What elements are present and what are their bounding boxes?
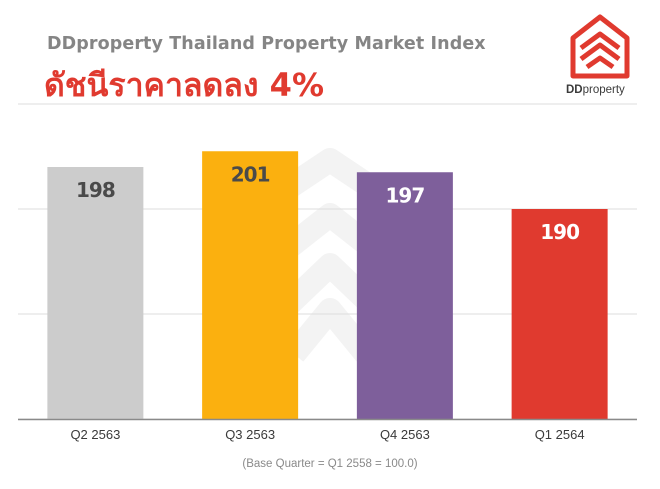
ddproperty-logo: DDproperty bbox=[566, 14, 630, 98]
bar-value-label: 197 bbox=[386, 183, 425, 207]
x-tick-label: Q2 2563 bbox=[70, 427, 120, 442]
bar-q4-2563 bbox=[356, 172, 453, 419]
x-tick-label: Q4 2563 bbox=[380, 427, 430, 442]
bar-value-label: 190 bbox=[540, 220, 579, 244]
x-tick-label: Q3 2563 bbox=[225, 427, 275, 442]
chart-subtitle: DDproperty Thailand Property Market Inde… bbox=[47, 34, 486, 54]
bar-q2-2563 bbox=[47, 167, 144, 419]
base-quarter-note: (Base Quarter = Q1 2558 = 100.0) bbox=[242, 458, 418, 470]
bar-value-label: 198 bbox=[76, 178, 115, 202]
bar-q3-2563 bbox=[202, 151, 299, 419]
bar-value-label: 201 bbox=[231, 162, 270, 186]
chart-headline: ดัชนีราคาลดลง 4% bbox=[44, 66, 324, 104]
logo-wordmark: DDproperty bbox=[566, 84, 625, 96]
x-tick-label: Q1 2564 bbox=[535, 427, 585, 442]
bar-q1-2564 bbox=[511, 209, 608, 419]
house-logo-icon bbox=[570, 14, 630, 79]
